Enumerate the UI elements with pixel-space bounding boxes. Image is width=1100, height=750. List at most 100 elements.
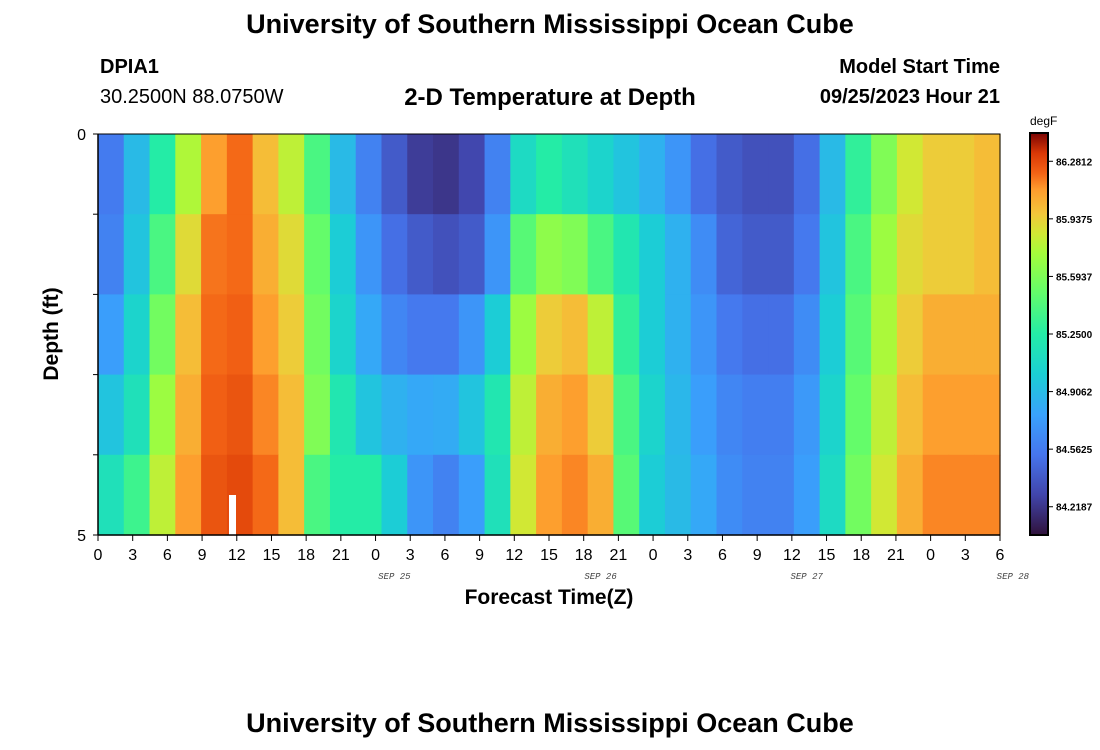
heatmap-cell (587, 294, 615, 376)
heatmap-cell (510, 294, 537, 376)
heatmap-cell (226, 214, 254, 295)
heatmap-cell (149, 214, 176, 295)
heatmap-cell (329, 214, 357, 295)
heatmap-cell (716, 294, 743, 376)
heatmap-cell (458, 454, 486, 536)
heatmap-cell (149, 454, 176, 536)
x-axis: 0 3 6 9 12 15 18 21 0 3 6 9 12 15 18 21 0 3 6 9 12 15 18 21 0 3 6 S… (94, 534, 1030, 582)
heatmap-cell (613, 374, 640, 456)
heatmap-cell (948, 294, 975, 376)
heatmap-cell (175, 294, 202, 376)
heatmap-cell (407, 374, 434, 456)
date-label: SEP 26 (584, 572, 617, 582)
heatmap-cell (896, 214, 924, 295)
x-tick-label: 18 (852, 547, 870, 564)
heatmap-cell (278, 134, 305, 215)
heatmap-cell (510, 374, 537, 456)
heatmap-cell (664, 374, 692, 456)
colorbar-gradient (1029, 132, 1049, 536)
heatmap-cell (536, 374, 563, 456)
heatmap-cell (433, 294, 460, 376)
heatmap-cell (329, 294, 357, 376)
heatmap-cell (974, 134, 1001, 215)
heatmap-cell (123, 374, 151, 456)
main-title: University of Southern Mississippi Ocean… (246, 9, 854, 39)
heatmap-cell (226, 374, 254, 456)
x-tick-label: 15 (263, 547, 281, 564)
heatmap-cell (226, 134, 254, 215)
heatmap-cell (587, 374, 615, 456)
heatmap-cell (690, 454, 718, 536)
heatmap-cell (664, 214, 692, 295)
heatmap-cell (639, 214, 666, 295)
heatmap-cell (98, 134, 125, 215)
heatmap-cell (819, 454, 846, 536)
heatmap-cell (922, 454, 950, 536)
heatmap-cell (793, 294, 821, 376)
heatmap-cell (149, 134, 176, 215)
x-tick-label: 0 (926, 547, 935, 564)
heatmap-cell (381, 374, 408, 456)
heatmap-cell (278, 214, 305, 295)
colorbar: degF 86.2812 85.9375 85.5937 85.2500 84.9062… (1029, 114, 1093, 536)
heatmap-cell (587, 454, 615, 536)
heatmap-cell (329, 454, 357, 536)
heatmap-cell (768, 214, 795, 295)
heatmap-cell (561, 454, 589, 536)
heatmap-cell (304, 134, 331, 215)
heatmap-cell (407, 294, 434, 376)
heatmap-cell (664, 294, 692, 376)
heatmap-cell (407, 134, 434, 215)
heatmap-cell (252, 294, 279, 376)
heatmap-cell (974, 374, 1001, 456)
heatmap-cell (819, 294, 846, 376)
heatmap-cell (484, 294, 511, 376)
heatmap-cell (536, 214, 563, 295)
heatmap-cell (536, 294, 563, 376)
heatmap-cell (793, 454, 821, 536)
heatmap-cell (381, 134, 408, 215)
x-tick-label: 12 (505, 547, 523, 564)
heatmap-cell (922, 134, 950, 215)
heatmap-cell (304, 374, 331, 456)
heatmap-cell (690, 214, 718, 295)
heatmap-cell (768, 374, 795, 456)
heatmap-cell (742, 374, 769, 456)
x-tick-label: 21 (887, 547, 905, 564)
y-axis-label: Depth (ft) (40, 287, 63, 380)
heatmap-cell (561, 214, 589, 295)
heatmap-cell (587, 214, 615, 295)
heatmap-cell (613, 294, 640, 376)
heatmap-cell (561, 134, 589, 215)
heatmap-cell (484, 214, 511, 295)
heatmap-cell (664, 134, 692, 215)
colorbar-tick-label: 84.5625 (1056, 445, 1093, 456)
heatmap-cell (690, 134, 718, 215)
heatmap-cell (639, 294, 666, 376)
heatmap-cell (484, 134, 511, 215)
heatmap-cell (98, 374, 125, 456)
heatmap-cell (871, 134, 898, 215)
x-tick-label: 9 (475, 547, 484, 564)
heatmap-cell (768, 454, 795, 536)
heatmap-cell (98, 214, 125, 295)
heatmap-cell (896, 454, 924, 536)
x-tick-label: 12 (228, 547, 246, 564)
date-label: SEP 25 (378, 572, 411, 582)
heatmap-cell (613, 214, 640, 295)
heatmap-cell (845, 294, 872, 376)
colorbar-tick-label: 84.9062 (1056, 388, 1093, 399)
x-tick-label: 18 (575, 547, 593, 564)
heatmap-cell (175, 454, 202, 536)
heatmap-cell (871, 374, 898, 456)
heatmap-cell (768, 294, 795, 376)
heatmap-cell (278, 294, 305, 376)
heatmap-cell (896, 134, 924, 215)
heatmap-cell (845, 454, 872, 536)
x-tick-label: 9 (753, 547, 762, 564)
heatmap-cell (690, 374, 718, 456)
heatmap-cell (304, 214, 331, 295)
heatmap-cell (664, 454, 692, 536)
footer-title: University of Southern Mississippi Ocean… (246, 708, 854, 738)
